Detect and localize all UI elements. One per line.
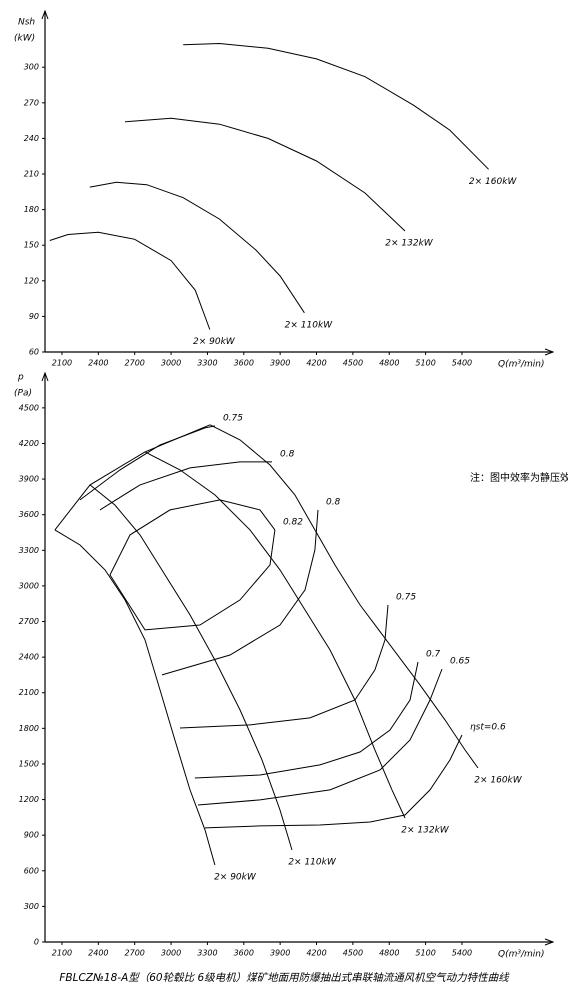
curve [204,734,463,829]
note: 注：图中效率为静压效率 [470,471,568,484]
curve [209,424,479,769]
y-tick-label: 90 [29,312,39,321]
curve-label: 2× 90kW [214,872,257,882]
y-tick-label: 3000 [19,581,39,590]
x-tick-label: 2700 [125,359,145,368]
x-tick-label: 3600 [234,359,254,368]
y-tick-label: 2400 [19,653,39,662]
y-tick-label: 150 [24,241,39,250]
curve-label: 2× 132kW [385,238,434,248]
y-tick-label: 3600 [19,510,39,519]
y-tick-label: 180 [24,205,39,214]
x-tick-label: 5400 [452,949,472,958]
x-tick-label: 3600 [234,949,254,958]
curve-label: 0.82 [283,517,303,527]
y-axis-label: p [17,373,24,383]
x-tick-label: 3000 [161,359,181,368]
y-tick-label: 1500 [19,759,39,768]
y-axis-unit: (kW) [14,34,35,44]
curve-label: 2× 132kW [401,825,450,835]
y-tick-label: 300 [24,902,39,911]
y-axis-arrow [41,9,49,20]
curve [144,451,406,819]
y-tick-label: 1200 [19,795,39,804]
y-tick-label: 1800 [19,724,39,733]
curve [161,509,319,676]
y-tick-label: 270 [24,98,39,107]
x-tick-label: 4800 [379,359,399,368]
x-tick-label: 2100 [52,949,72,958]
curve [183,42,489,170]
curve [89,484,293,851]
x-tick-label: 4200 [306,949,326,958]
x-tick-label: 2400 [88,359,108,368]
x-tick-label: 3000 [161,949,181,958]
y-tick-label: 240 [24,134,39,143]
curve-label: 2× 160kW [469,177,518,187]
curve [54,424,211,531]
x-tick-label: 2700 [125,949,145,958]
x-tick-label: 5400 [452,359,472,368]
curve [197,668,443,806]
curve-label: 0.7 [426,649,441,659]
curve-label: 0.75 [396,592,416,602]
y-tick-label: 210 [24,170,39,179]
x-tick-label: 3900 [270,949,290,958]
curve-label: 0.75 [223,413,243,423]
y-axis-unit: (Pa) [14,389,32,399]
y-axis-arrow [41,371,49,382]
curve-label: 2× 110kW [288,858,337,868]
y-tick-label: 900 [24,831,39,840]
x-axis-label: Q(m³/min) [498,950,545,960]
x-tick-label: 3300 [197,359,217,368]
x-axis-arrow [544,348,555,356]
y-tick-label: 2700 [19,617,39,626]
curve [109,499,276,631]
y-tick-label: 600 [24,866,39,875]
curve [89,181,305,314]
y-tick-label: 2100 [19,688,39,697]
x-tick-label: 2400 [88,949,108,958]
y-tick-label: 300 [24,63,39,72]
y-tick-label: 0 [34,938,39,947]
curve [79,425,215,501]
curve-label: 2× 90kW [193,337,236,347]
x-axis-label: Q(m³/min) [498,360,545,370]
x-tick-label: 3300 [197,949,217,958]
curve-label: ηst=0.6 [470,722,506,732]
x-tick-label: 2100 [52,359,72,368]
y-tick-label: 4200 [19,439,39,448]
curve [179,604,389,729]
x-tick-label: 4500 [343,359,363,368]
y-tick-label: 120 [24,276,39,285]
curve-label: 0.8 [280,449,295,459]
y-tick-label: 60 [29,348,39,357]
curve-label: 0.65 [450,656,470,666]
curve-label: 2× 110kW [285,320,334,330]
curve [124,117,406,232]
x-tick-label: 4800 [379,949,399,958]
y-tick-label: 3900 [19,475,39,484]
y-tick-label: 3300 [19,546,39,555]
curve [49,231,211,330]
y-tick-label: 4500 [19,403,39,412]
x-tick-label: 4200 [306,359,326,368]
curve [54,529,216,866]
curve [194,661,419,779]
x-tick-label: 5100 [415,359,435,368]
curve-label: 0.8 [326,497,341,507]
curve [99,461,272,511]
x-tick-label: 5100 [415,949,435,958]
x-tick-label: 3900 [270,359,290,368]
x-tick-label: 4500 [343,949,363,958]
curve-label: 2× 160kW [474,775,523,785]
y-axis-label: Nsh [18,18,35,28]
caption: FBLCZ№18-A型（60轮毂比 6级电机）煤矿地面用防爆抽出式串联轴流通风机… [59,972,510,984]
x-axis-arrow [544,938,555,946]
